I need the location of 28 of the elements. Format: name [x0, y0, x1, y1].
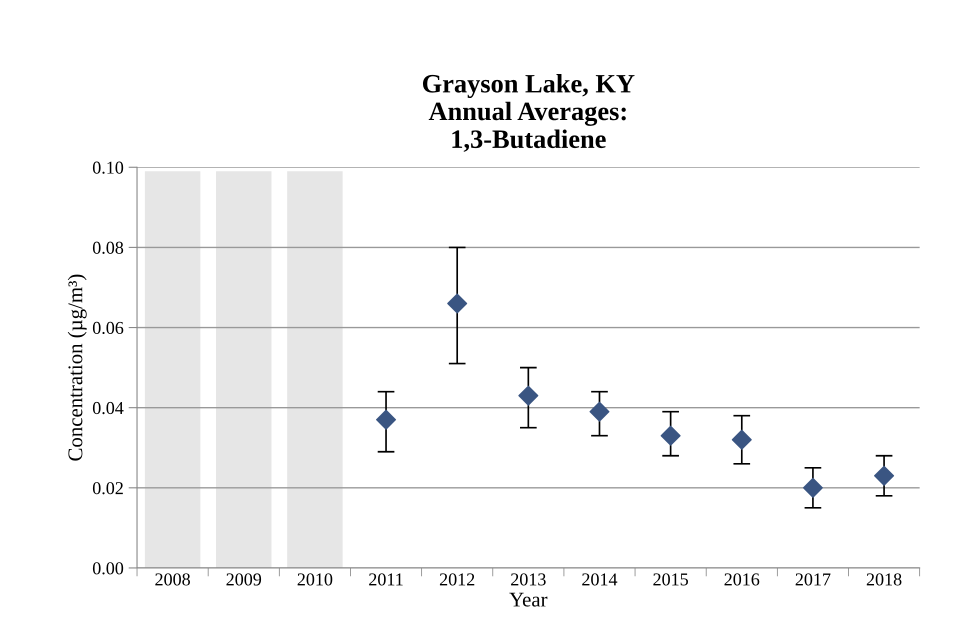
y-axis-title: Concentration (µg/m³): [68, 274, 87, 461]
x-tick-label: 2011: [369, 573, 403, 586]
x-tick-label: 2013: [511, 573, 546, 586]
x-tick-label: 2010: [298, 573, 332, 586]
y-tick-label: 0.00: [92, 562, 124, 574]
x-tick-label: 2014: [582, 573, 618, 586]
y-tick-label: 0.08: [92, 242, 124, 254]
x-tick-label: 2012: [440, 573, 474, 586]
x-tick-label: 2009: [226, 573, 262, 586]
x-axis-title: Year: [509, 592, 548, 607]
y-tick-label: 0.04: [92, 402, 124, 414]
y-tick-label: 0.10: [92, 162, 124, 174]
point: [589, 402, 610, 422]
x-tick-label: 2015: [653, 573, 688, 586]
x-tick-label: 2008: [155, 573, 190, 586]
point: [732, 430, 752, 450]
point: [518, 386, 538, 406]
point: [376, 410, 396, 430]
chart-title: Grayson Lake, KY Annual Averages: 1,3-Butadiene: [422, 74, 634, 152]
point: [802, 478, 823, 498]
point: [660, 426, 681, 446]
x-tick-label: 2017: [796, 573, 830, 586]
x-tick-label: 2018: [866, 573, 902, 586]
x-tick-label: 2016: [724, 573, 760, 586]
point: [874, 466, 894, 486]
y-tick-label: 0.06: [92, 322, 124, 334]
y-tick-label: 0.02: [92, 482, 123, 494]
point: [447, 293, 468, 314]
